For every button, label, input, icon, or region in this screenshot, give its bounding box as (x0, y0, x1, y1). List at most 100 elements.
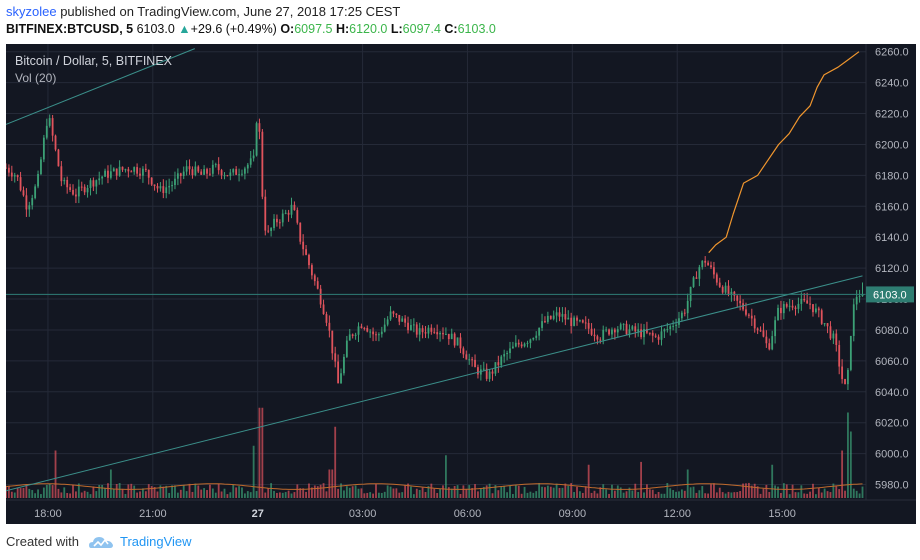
volume-bar (296, 484, 299, 498)
volume-bar (345, 486, 348, 498)
candle-body (800, 298, 803, 304)
volume-bar (6, 485, 7, 498)
tradingview-logo-icon (88, 536, 113, 548)
candle-body (121, 166, 124, 170)
volume-bar (587, 464, 590, 498)
candle-body (491, 371, 494, 374)
candle-body (546, 315, 549, 322)
candle-body (549, 315, 552, 319)
volume-bar (107, 483, 109, 498)
price-chart[interactable]: 5980.06000.06020.06040.06060.06080.06100… (6, 44, 916, 524)
candle-body (593, 334, 596, 337)
volume-bar (835, 486, 838, 498)
candle-body (319, 288, 322, 305)
candle-body (858, 296, 861, 298)
candle-body (10, 172, 13, 177)
volume-bar (797, 492, 800, 498)
candle-body (366, 328, 369, 332)
candle-body (447, 333, 450, 340)
volume-bar (570, 483, 573, 498)
candle-body (427, 327, 430, 334)
volume-bar (147, 484, 150, 498)
candle-body (369, 331, 372, 333)
volume-bar (168, 492, 171, 498)
volume-bar (482, 486, 485, 498)
volume-bar (619, 487, 622, 498)
volume-bar (267, 488, 270, 498)
candle-body (509, 348, 511, 354)
volume-bar (377, 492, 380, 498)
volume-bar (308, 483, 310, 498)
candle-body (331, 330, 334, 354)
volume-bar (203, 488, 206, 498)
volume-bar (456, 485, 459, 498)
candle-body (348, 334, 351, 341)
candle-body (80, 186, 83, 188)
candle-body (316, 281, 319, 289)
volume-bar (171, 485, 173, 498)
volume-bar (357, 488, 360, 498)
volume-bar (351, 486, 354, 498)
candle-body (25, 195, 28, 210)
candle-body (503, 354, 506, 357)
candle-body (235, 169, 238, 175)
volume-bar (634, 483, 637, 498)
volume-bar (150, 486, 153, 498)
candle-body (124, 169, 127, 171)
volume-bar (567, 485, 570, 498)
candle-body (165, 187, 168, 194)
volume-bar (200, 489, 203, 498)
candle-body (625, 323, 628, 335)
volume-bar (34, 493, 37, 498)
candle-body (211, 164, 214, 174)
candle-body (386, 319, 389, 325)
candle-body (558, 312, 561, 317)
volume-bar (503, 485, 506, 498)
candle-body (412, 324, 415, 326)
x-tick-label: 09:00 (559, 508, 587, 520)
volume-bar (340, 483, 342, 498)
candle-body (529, 339, 532, 343)
volume-bar (718, 487, 721, 498)
volume-bar (765, 484, 768, 498)
candle-body (844, 379, 846, 385)
candle-body (340, 373, 342, 384)
volume-bar (858, 493, 861, 498)
volume-bar (386, 485, 389, 498)
volume-bar (179, 489, 182, 498)
volume-bar (80, 492, 83, 498)
volume-bar (165, 485, 168, 498)
volume-bar (427, 486, 430, 498)
candle-body (608, 329, 610, 335)
close-label: C: (444, 22, 458, 36)
volume-bar (211, 488, 214, 498)
tradingview-brand-link[interactable]: TradingView (120, 534, 192, 549)
candle-body (112, 168, 115, 172)
candle-body (34, 186, 37, 199)
volume-bar (774, 485, 777, 498)
candle-body (812, 304, 814, 313)
candle-body (745, 309, 747, 315)
y-tick-label: 6080.0 (875, 325, 909, 337)
volume-bar (176, 492, 179, 498)
candle-body (701, 260, 704, 268)
candle-body (206, 169, 208, 174)
candle-body (16, 175, 19, 178)
y-tick-label: 6140.0 (875, 232, 909, 244)
volume-bar (546, 485, 549, 498)
volume-bar (8, 485, 10, 498)
candle-body (794, 307, 797, 309)
volume-bar (412, 494, 415, 498)
candle-body (847, 369, 849, 385)
candle-body (249, 158, 252, 165)
volume-bar (558, 488, 561, 498)
volume-bar (310, 487, 313, 498)
candle-body (176, 173, 179, 179)
candle-body (710, 265, 712, 268)
candle-body (310, 265, 313, 276)
candle-body (535, 335, 538, 338)
candle-body (60, 166, 63, 182)
author-link[interactable]: skyzolee (6, 4, 57, 19)
candle-body (92, 180, 95, 187)
volume-bar (605, 489, 608, 498)
